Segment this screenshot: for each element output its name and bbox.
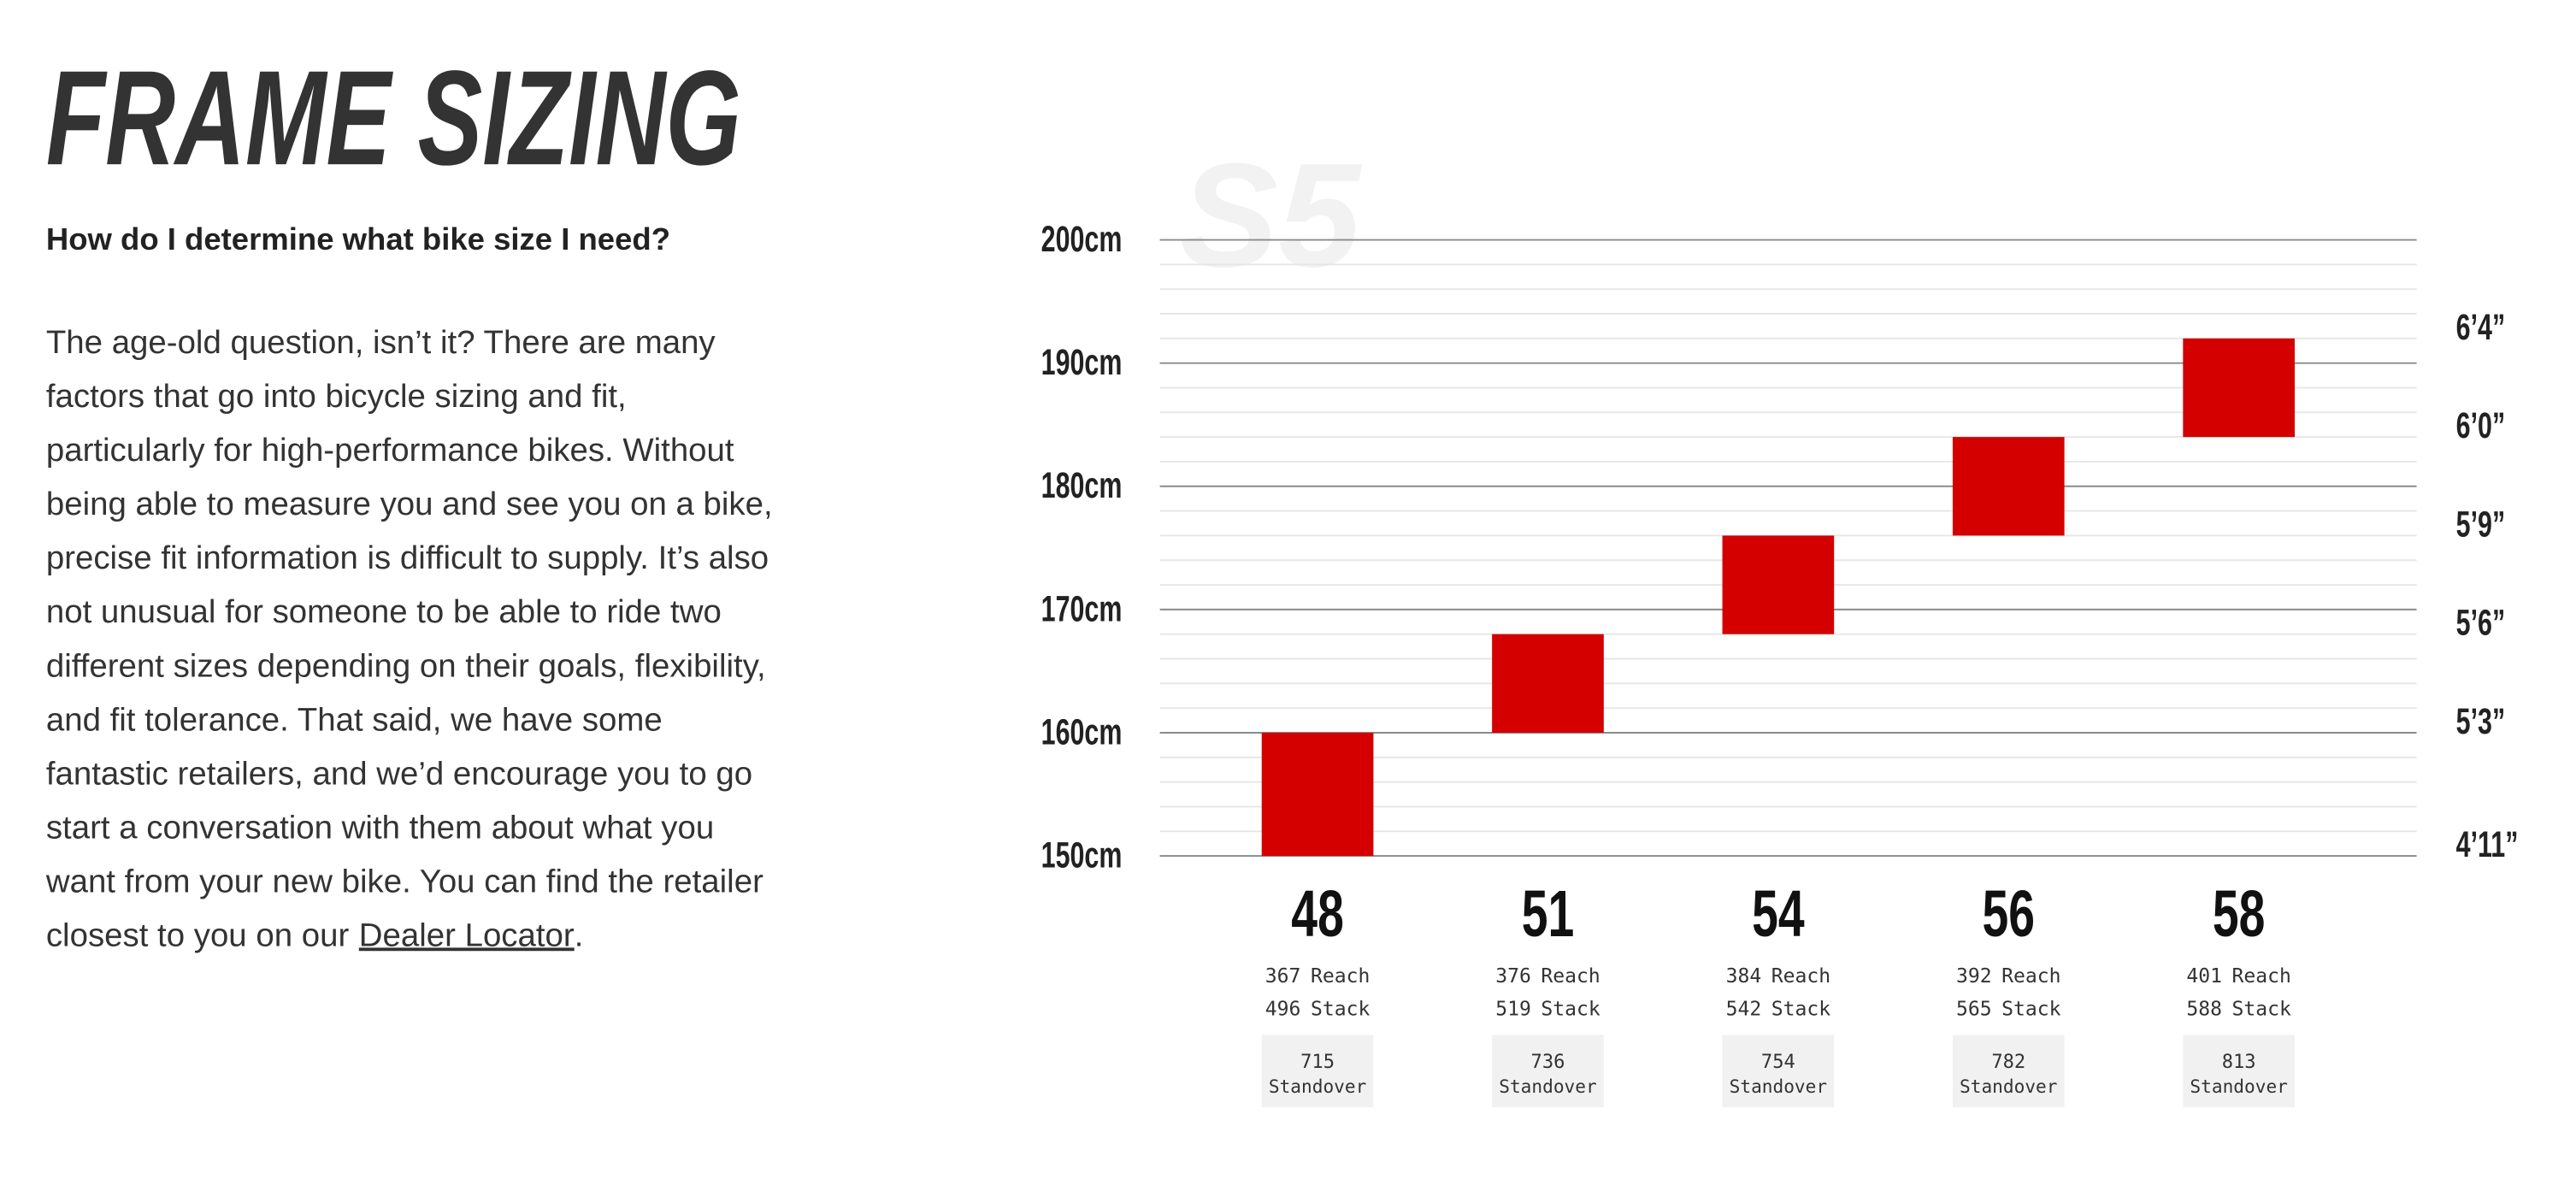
reach-text: 376 Reach: [1495, 965, 1600, 988]
stack-value: 542: [1726, 998, 1762, 1020]
page-title: FRAME SIZING: [46, 44, 741, 194]
standover-value: 813: [2222, 1051, 2256, 1073]
y-tick-label: 190cm: [1041, 342, 1123, 382]
dealer-locator-link[interactable]: Dealer Locator: [359, 917, 575, 953]
y2-tick-label: 6’0”: [2456, 405, 2506, 445]
size-label: 48: [1291, 877, 1344, 951]
reach-value: 384: [1726, 965, 1762, 988]
question: How do I determine what bike size I need…: [46, 221, 670, 256]
stack-text: 519 Stack: [1495, 998, 1600, 1020]
y2-tick-label: 5’6”: [2456, 603, 2506, 643]
stack-value: 565: [1956, 998, 1992, 1020]
reach-label: Reach: [1771, 965, 1830, 988]
paragraph-text: .: [575, 917, 584, 953]
paragraph-line: want from your new bike. You can find th…: [45, 863, 763, 899]
standover-box: [1492, 1035, 1604, 1108]
reach-value: 401: [2186, 965, 2222, 988]
y-tick-label: 180cm: [1041, 465, 1123, 505]
size-range-bar: [1261, 732, 1374, 857]
reach-label: Reach: [2232, 965, 2291, 988]
y-tick-label: 160cm: [1041, 712, 1123, 752]
watermark: S5: [1180, 132, 1363, 298]
reach-value: 392: [1956, 965, 1992, 988]
standover-box: [1261, 1035, 1374, 1108]
size-label: 58: [2213, 877, 2266, 951]
standover-value: 736: [1531, 1051, 1565, 1073]
size-label: 56: [1982, 877, 2035, 951]
reach-label: Reach: [1541, 965, 1600, 988]
stack-text: 565 Stack: [1956, 998, 2061, 1020]
y-tick-label: 200cm: [1041, 219, 1123, 259]
standover-box: [2183, 1035, 2295, 1108]
y2-tick-label: 5’9”: [2456, 504, 2506, 544]
paragraph-line: being able to measure you and see you on…: [46, 486, 773, 522]
paragraph-line: start a conversation with them about wha…: [46, 809, 714, 846]
reach-text: 392 Reach: [1956, 965, 2061, 988]
standover-value: 715: [1300, 1051, 1335, 1073]
size-label: 51: [1522, 877, 1575, 951]
stack-value: 588: [2186, 998, 2222, 1020]
standover-label: Standover: [2190, 1076, 2287, 1097]
paragraph-line: not unusual for someone to be able to ri…: [46, 593, 722, 630]
stack-label: Stack: [2232, 998, 2292, 1020]
size-range-bar: [1952, 437, 2065, 536]
size-range-bar: [1722, 535, 1835, 634]
size-range-bar: [1492, 634, 1604, 733]
y2-tick-label: 6’4”: [2456, 307, 2506, 347]
y2-tick-label: 5’3”: [2456, 701, 2506, 741]
standover-value: 782: [1991, 1051, 2025, 1073]
stack-label: Stack: [2001, 998, 2061, 1020]
y2-tick-label: 4’11”: [2456, 824, 2519, 864]
y-tick-label: 170cm: [1041, 588, 1123, 628]
reach-text: 401 Reach: [2186, 965, 2291, 988]
paragraph-line: fantastic retailers, and we’d encourage …: [46, 755, 752, 792]
standover-label: Standover: [1269, 1076, 1366, 1097]
paragraph-line: factors that go into bicycle sizing and …: [46, 378, 627, 415]
reach-value: 376: [1495, 965, 1531, 988]
stack-label: Stack: [1771, 998, 1831, 1020]
standover-label: Standover: [1730, 1076, 1827, 1097]
reach-text: 367 Reach: [1265, 965, 1371, 988]
standover-value: 754: [1761, 1051, 1795, 1073]
paragraph-line: particularly for high-performance bikes.…: [46, 432, 734, 469]
stack-value: 496: [1265, 998, 1301, 1020]
standover-label: Standover: [1499, 1076, 1596, 1097]
stack-value: 519: [1495, 998, 1531, 1020]
paragraph-line: closest to you on our Dealer Locator.: [46, 917, 584, 953]
reach-value: 367: [1265, 965, 1301, 988]
paragraph-line: The age-old question, isn’t it? There ar…: [46, 324, 716, 361]
paragraph: The age-old question, isn’t it? There ar…: [45, 324, 773, 953]
paragraph-line: different sizes depending on their goals…: [46, 647, 766, 684]
stack-label: Stack: [1541, 998, 1600, 1020]
size-range-bar: [2183, 338, 2295, 438]
paragraph-line: precise fit information is difficult to …: [46, 540, 769, 576]
standover-box: [1952, 1035, 2065, 1108]
y-tick-label: 150cm: [1041, 835, 1123, 876]
paragraph-text: closest to you on our: [46, 917, 350, 953]
standover-box: [1722, 1035, 1835, 1108]
stack-text: 542 Stack: [1726, 998, 1831, 1020]
reach-text: 384 Reach: [1726, 965, 1831, 988]
stack-text: 496 Stack: [1265, 998, 1371, 1020]
stack-label: Stack: [1311, 998, 1371, 1020]
reach-label: Reach: [2001, 965, 2060, 988]
paragraph-line: and fit tolerance. That said, we have so…: [46, 701, 663, 738]
size-label: 54: [1752, 877, 1805, 951]
reach-label: Reach: [1311, 965, 1370, 988]
stack-text: 588 Stack: [2186, 998, 2291, 1020]
standover-label: Standover: [1960, 1076, 2057, 1097]
